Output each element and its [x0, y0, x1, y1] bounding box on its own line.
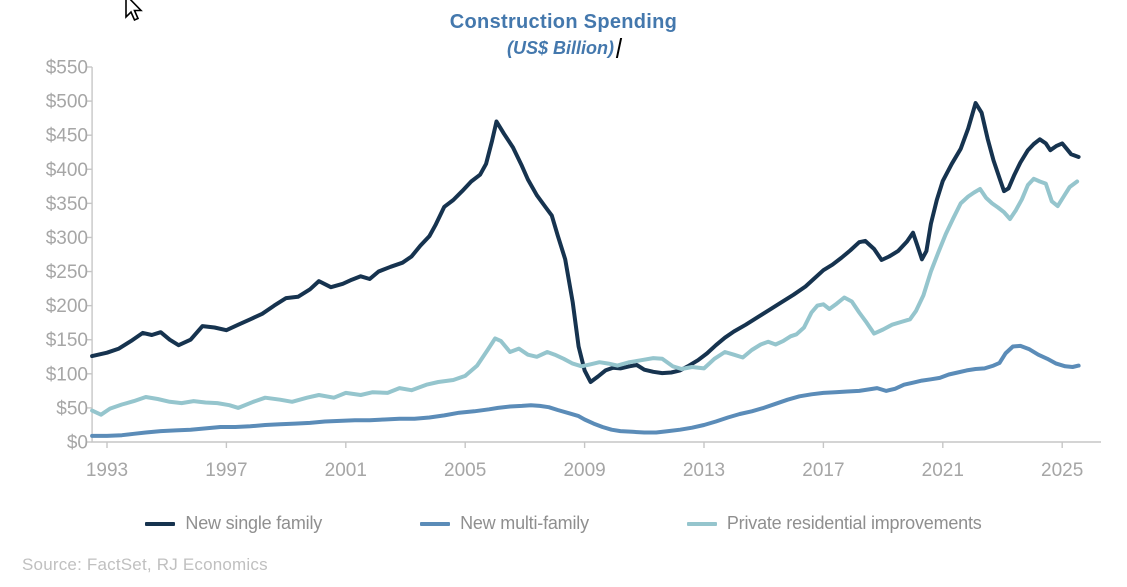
mouse-cursor-icon — [125, 0, 143, 22]
chart-title[interactable]: Construction Spending — [449, 11, 678, 33]
y-tick-label: $0 — [67, 433, 88, 454]
source-note: Source: FactSet, RJ Economics — [22, 555, 268, 574]
y-tick-label: $150 — [46, 330, 88, 351]
x-tick-label: 2009 — [563, 460, 605, 481]
x-tick-label: 2017 — [802, 460, 844, 481]
y-tick-label: $300 — [46, 228, 88, 249]
legend-item-private-residential-improvements[interactable]: Private residential improvements — [686, 513, 982, 534]
y-tick-label: $450 — [46, 126, 88, 147]
x-tick-label: 2025 — [1041, 460, 1083, 481]
x-tick-label: 1993 — [86, 460, 128, 481]
x-tick-label: 2001 — [325, 460, 367, 481]
y-tick-label: $250 — [46, 262, 88, 283]
legend-item-new-single-family[interactable]: New single family — [145, 513, 322, 534]
y-tick-label: $100 — [46, 364, 88, 385]
legend-label: New single family — [185, 513, 323, 533]
chart-subtitle[interactable]: (US$ Billion) — [0, 37, 1127, 60]
y-tick-label: $550 — [46, 58, 88, 79]
text-cursor-caret — [615, 38, 623, 58]
legend: New single family New multi-family Private… — [0, 513, 1127, 534]
y-tick-label: $400 — [46, 160, 88, 181]
legend-label: Private residential improvements — [726, 513, 982, 533]
y-tick-label: $350 — [46, 194, 88, 215]
legend-item-new-multi-family[interactable]: New multi-family — [420, 513, 589, 534]
series-line-new-single-family[interactable] — [90, 101, 1081, 384]
y-tick-label: $50 — [56, 398, 88, 419]
x-tick-label: 1997 — [205, 460, 247, 481]
legend-label: New multi-family — [460, 513, 589, 533]
legend-swatch — [686, 521, 717, 526]
series-line-new-multi-family[interactable] — [90, 343, 1081, 438]
legend-swatch — [145, 521, 176, 526]
chart-subtitle-text: (US$ Billion) — [507, 38, 614, 58]
series-line-private-residential-improvements[interactable] — [90, 176, 1080, 417]
x-tick-label: 2005 — [444, 460, 486, 481]
chart-title-block[interactable]: Construction Spending (US$ Billion) — [0, 10, 1127, 60]
y-tick-label: $200 — [46, 296, 88, 317]
x-tick-label: 2013 — [683, 460, 725, 481]
axis-lines — [91, 67, 1102, 443]
y-tick-label: $500 — [46, 92, 88, 113]
legend-swatch — [420, 521, 451, 526]
x-tick-label: 2021 — [922, 460, 964, 481]
